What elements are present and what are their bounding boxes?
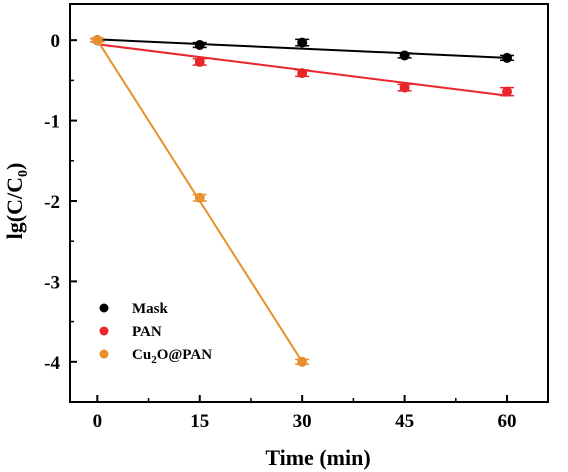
legend-label-cu2o-pan: Cu2O@PAN [132,347,212,366]
data-point-mask [502,52,513,63]
x-tick-label: 30 [293,411,312,432]
data-point-mask [399,50,410,61]
y-tick-label: -4 [44,353,60,374]
data-point-cu2o-pan [194,192,205,203]
plot-area: 0 15 30 45 60 0 -1 -2 -3 -4 [44,3,549,432]
data-point-cu2o-pan [297,356,308,367]
data-point-mask [297,37,308,48]
data-point-mask [194,40,205,51]
legend-marker-cu2o-pan [99,349,109,359]
x-tick-label: 60 [498,411,517,432]
data-point-pan [194,56,205,67]
y-tick-label: -1 [44,112,60,133]
x-tick-label: 45 [395,411,414,432]
y-tick-label: -3 [44,272,60,293]
y-axis-label: lg(C/C0) [2,163,31,240]
fit-line-mask [97,38,508,59]
legend-marker-mask [99,303,109,313]
x-axis-label: Time (min) [265,445,370,470]
x-tick-label: 15 [190,411,209,432]
legend-label-pan: PAN [132,324,162,340]
x-tick-label: 0 [93,411,103,432]
legend: Mask PAN Cu2O@PAN [99,301,212,366]
legend-label-mask: Mask [132,301,168,317]
axes-frame [69,3,549,403]
y-tick-label: -2 [44,192,60,213]
data-point-cu2o-pan [92,35,103,46]
legend-marker-pan [99,326,109,336]
data-point-pan [399,82,410,93]
data-point-pan [502,86,513,97]
y-tick-label: 0 [51,31,61,52]
data-point-pan [297,68,308,79]
